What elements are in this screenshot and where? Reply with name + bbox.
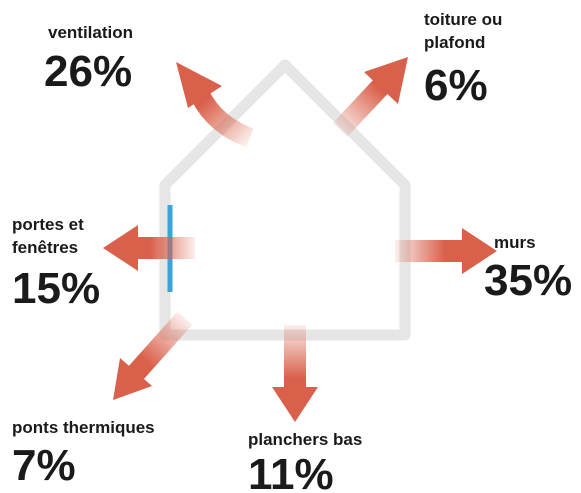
percentage: 35% — [484, 256, 572, 305]
label: fenêtres — [12, 238, 78, 257]
arrow-ventilation — [176, 62, 250, 138]
percentage: 11% — [248, 450, 334, 493]
label: ventilation — [48, 23, 133, 42]
percentage: 26% — [44, 47, 132, 96]
label: ponts thermiques — [12, 418, 155, 437]
arrow-doors — [103, 225, 195, 271]
percentage: 15% — [12, 264, 100, 313]
label: murs — [494, 233, 536, 252]
percentage: 6% — [424, 61, 488, 110]
heat-loss-diagram: ventilation 26% toiture ou plafond 6% po… — [0, 0, 581, 493]
arrow-thermal-bridges — [113, 318, 185, 400]
arrow-roof — [340, 57, 408, 130]
label: planchers bas — [248, 430, 362, 449]
label: plafond — [424, 33, 485, 52]
label: portes et — [12, 215, 84, 234]
percentage: 7% — [12, 441, 76, 490]
label: toiture ou — [424, 10, 502, 29]
